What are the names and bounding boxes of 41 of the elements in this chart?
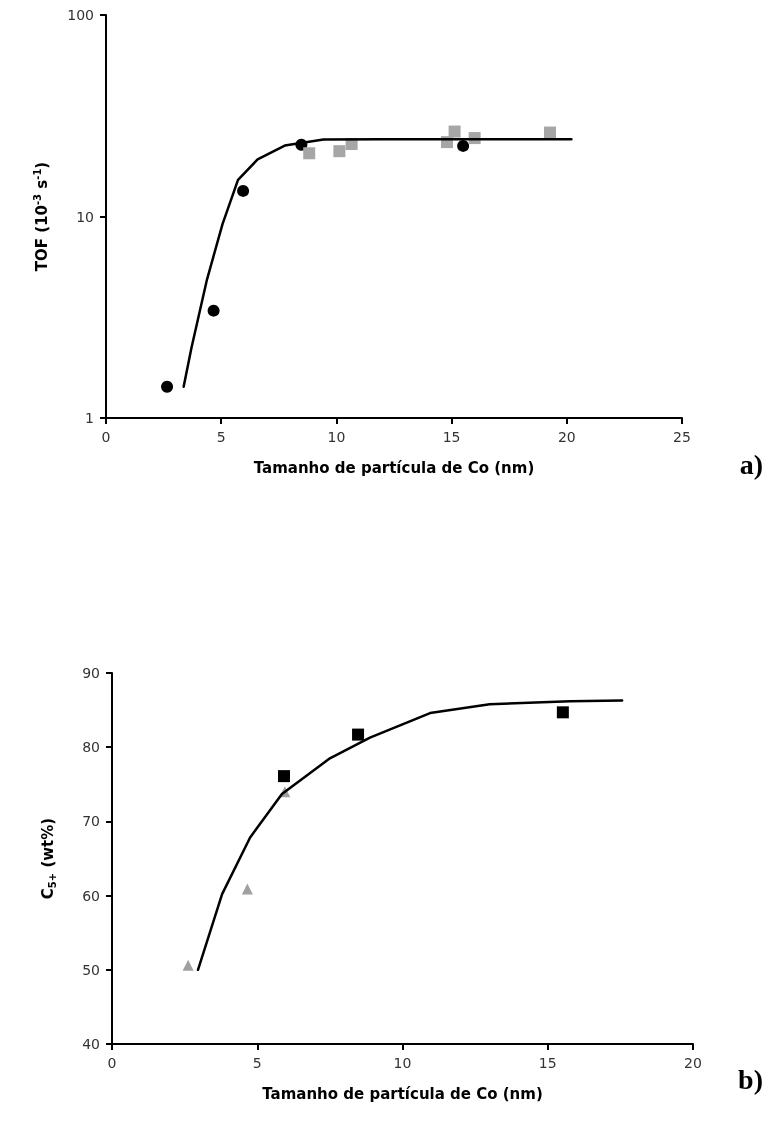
point [333,145,346,158]
y-tick-label: 10 [76,208,94,225]
point [161,380,174,393]
x-tick-label: 15 [538,1055,557,1071]
y-tick-label: 90 [82,665,100,681]
y-tick-label: 1 [85,410,94,426]
x-tick-label: 20 [557,429,576,445]
y-tick-label: 50 [82,961,100,978]
x-tick-label: 10 [327,429,346,445]
x-axis-title: Tamanho de partícula de Co (nm) [262,1084,543,1103]
point [352,728,365,741]
point [207,304,220,317]
point [556,706,569,719]
point [277,770,290,783]
y-tick-label: 80 [82,739,100,756]
point [457,139,470,152]
text: a) [739,448,763,480]
x-tick-label: 0 [101,429,111,445]
x-tick-label: 15 [442,429,461,445]
line-series [196,699,624,972]
x-tick-label: 10 [393,1055,412,1071]
y-tick-label: 70 [82,813,100,830]
x-tick-label: 5 [252,1055,262,1071]
x-tick-label: 5 [216,429,226,445]
point [303,147,316,160]
y-axis-title: C5+ (wt%) [38,817,58,900]
line-series [182,137,573,388]
y-tick-label: 100 [67,7,94,23]
point [241,883,253,895]
point [543,126,556,139]
point [182,959,194,971]
x-axis-title: Tamanho de partícula de Co (nm) [253,458,535,477]
y-tick-label: 60 [82,887,100,904]
x-tick-label: 25 [673,429,691,445]
text: b) [738,1063,764,1095]
y-tick-label: 40 [82,1036,100,1052]
point [237,184,250,197]
y-axis-title: TOF (10-3 s-1) [31,161,51,272]
point [448,125,461,138]
x-tick-label: 0 [107,1055,117,1071]
x-tick-label: 20 [684,1055,702,1071]
